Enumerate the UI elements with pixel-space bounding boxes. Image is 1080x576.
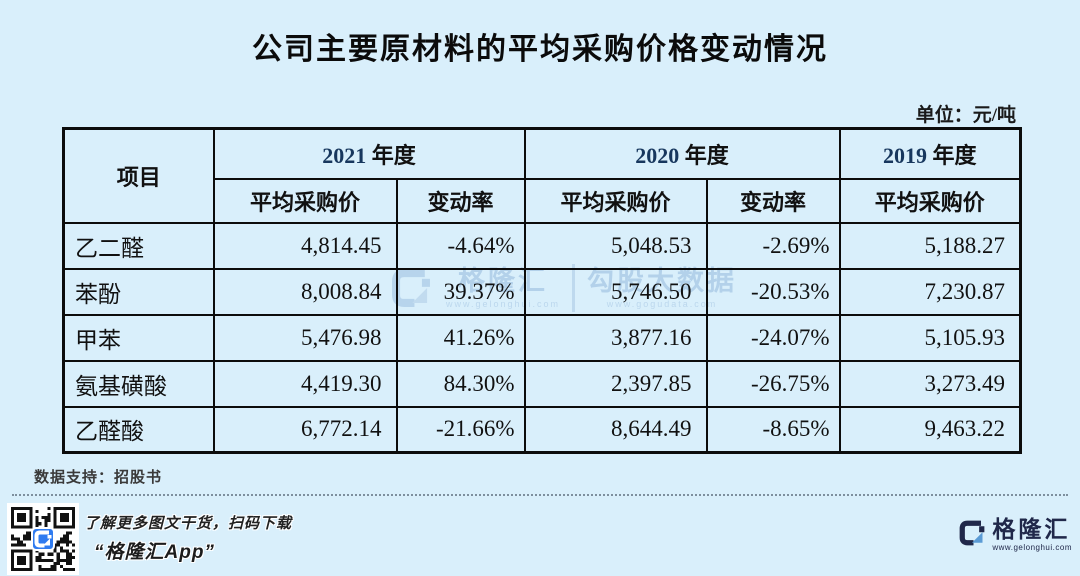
header-item: 项目 <box>62 127 215 224</box>
item-name: 氨基磺酸 <box>62 359 215 408</box>
change-2020: -2.69% <box>705 221 841 270</box>
year-2021-number: 2021 <box>322 142 367 168</box>
change-2021: 84.30% <box>395 359 526 408</box>
price-2020: 8,644.49 <box>523 405 708 454</box>
year-2019-suffix: 年度 <box>927 142 977 168</box>
year-2021-suffix: 年度 <box>366 142 416 168</box>
header-avg-price-2020: 平均采购价 <box>523 177 708 224</box>
gelonghui-logo-icon <box>959 520 985 546</box>
brand-name: 格隆汇 <box>992 516 1071 542</box>
qr-pattern-icon <box>11 507 75 571</box>
price-2021: 4,419.30 <box>212 359 398 408</box>
price-2020: 5,746.50 <box>523 267 708 316</box>
header-avg-price-2021: 平均采购价 <box>212 177 398 224</box>
dotted-divider <box>12 494 1068 496</box>
change-2020: -8.65% <box>705 405 841 454</box>
item-name: 苯酚 <box>62 267 215 316</box>
table-row: 甲苯 5,476.98 41.26% 3,877.16 -24.07% 5,10… <box>62 313 1022 362</box>
price-2019: 9,463.22 <box>838 405 1022 454</box>
price-2020: 2,397.85 <box>523 359 708 408</box>
table-row: 乙二醛 4,814.45 -4.64% 5,048.53 -2.69% 5,18… <box>62 221 1022 270</box>
brand-text-block: 格隆汇 www.gelonghui.com <box>992 518 1072 552</box>
item-name: 甲苯 <box>62 313 215 362</box>
price-2019: 3,273.49 <box>838 359 1022 408</box>
price-2021: 4,814.45 <box>212 221 398 270</box>
app-name-text: “格隆汇App” <box>94 542 215 563</box>
price-2021: 6,772.14 <box>212 405 398 454</box>
year-2020-suffix: 年度 <box>679 142 729 168</box>
page-title: 公司主要原材料的平均采购价格变动情况 <box>252 33 828 66</box>
price-change-table: 项目 2021 年度 2020 年度 2019 年度 平均采购价 变动率 平均采… <box>62 127 1023 454</box>
change-2021: 41.26% <box>395 313 526 362</box>
table-row: 氨基磺酸 4,419.30 84.30% 2,397.85 -26.75% 3,… <box>62 359 1022 408</box>
header-avg-price-2019: 平均采购价 <box>838 177 1022 224</box>
price-2021: 8,008.84 <box>212 267 398 316</box>
change-2021: -4.64% <box>395 221 526 270</box>
price-2020: 3,877.16 <box>523 313 708 362</box>
table-row: 乙醛酸 6,772.14 -21.66% 8,644.49 -8.65% 9,4… <box>62 405 1022 454</box>
header-year-2020: 2020 年度 <box>523 127 841 180</box>
price-2021: 5,476.98 <box>212 313 398 362</box>
price-2020: 5,048.53 <box>523 221 708 270</box>
item-name: 乙醛酸 <box>62 405 215 454</box>
price-2019: 5,188.27 <box>838 221 1022 270</box>
gelonghui-app-logo-icon <box>31 527 55 551</box>
change-2020: -26.75% <box>705 359 841 408</box>
qr-code <box>7 503 79 575</box>
price-2019: 5,105.93 <box>838 313 1022 362</box>
item-name: 乙二醛 <box>62 221 215 270</box>
scan-download-text: 了解更多图文干货，扫码下载 <box>84 515 293 532</box>
header-year-2021: 2021 年度 <box>212 127 526 180</box>
change-2021: -21.66% <box>395 405 526 454</box>
change-2020: -24.07% <box>705 313 841 362</box>
table-row: 苯酚 8,008.84 39.37% 5,746.50 -20.53% 7,23… <box>62 267 1022 316</box>
price-2019: 7,230.87 <box>838 267 1022 316</box>
header-change-rate-2021: 变动率 <box>395 177 526 224</box>
brand-url: www.gelonghui.com <box>992 543 1072 552</box>
change-2021: 39.37% <box>395 267 526 316</box>
header-year-2019: 2019 年度 <box>838 127 1022 180</box>
gelonghui-brand: 格隆汇 www.gelonghui.com <box>957 518 1072 552</box>
year-2020-number: 2020 <box>635 142 680 168</box>
year-2019-number: 2019 <box>883 142 928 168</box>
header-change-rate-2020: 变动率 <box>705 177 841 224</box>
unit-label: 单位：元/吨 <box>915 105 1016 126</box>
change-2020: -20.53% <box>705 267 841 316</box>
data-source-label: 数据支持：招股书 <box>34 469 163 486</box>
